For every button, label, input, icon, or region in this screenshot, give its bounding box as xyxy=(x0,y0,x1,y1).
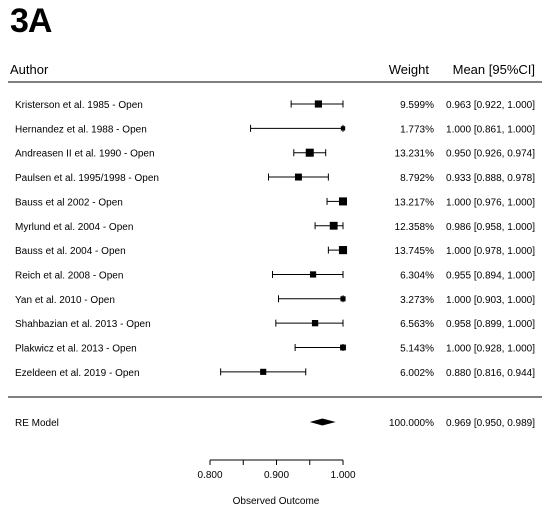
study-author: Bauss et al. 2004 - Open xyxy=(15,246,126,257)
point-estimate xyxy=(314,100,322,108)
study-weight: 8.792% xyxy=(400,173,434,184)
study-author: Kristerson et al. 1985 - Open xyxy=(15,100,143,111)
study-ci: 1.000 [0.978, 1.000] xyxy=(446,246,535,257)
x-axis: 0.800 0.900 1.000 xyxy=(197,459,356,481)
study-weight: 13.217% xyxy=(395,197,435,208)
x-axis-label: Observed Outcome xyxy=(233,496,320,507)
study-ci: 0.933 [0.888, 0.978] xyxy=(446,173,535,184)
study-ci: 0.986 [0.958, 1.000] xyxy=(446,222,535,233)
study-author: Hernandez et al. 1988 - Open xyxy=(15,124,147,135)
study-ci: 1.000 [0.861, 1.000] xyxy=(446,124,535,135)
study-author: Reich et al. 2008 - Open xyxy=(15,270,123,281)
summary-weight: 100.000% xyxy=(389,418,434,429)
study-ci: 0.958 [0.899, 1.000] xyxy=(446,319,535,330)
study-weight: 6.563% xyxy=(400,319,434,330)
x-tick-label: 0.800 xyxy=(197,470,222,481)
study-author: Plakwicz et al. 2013 - Open xyxy=(15,344,137,355)
summary-ci: 0.969 [0.950, 0.989] xyxy=(446,418,535,429)
study-weight: 6.002% xyxy=(400,368,434,379)
study-rows: Kristerson et al. 1985 - Open 9.599% 0.963… xyxy=(15,100,535,379)
study-author: Myrlund et al. 2004 - Open xyxy=(15,222,133,233)
study-ci: 1.000 [0.976, 1.000] xyxy=(446,197,535,208)
point-estimate xyxy=(338,246,348,255)
study-weight: 3.273% xyxy=(400,295,434,306)
header-author: Author xyxy=(10,62,49,77)
point-estimate xyxy=(329,221,338,230)
study-ci: 0.950 [0.926, 0.974] xyxy=(446,149,535,160)
point-estimate xyxy=(340,126,346,131)
study-author: Andreasen II et al. 1990 - Open xyxy=(15,149,155,160)
point-estimate xyxy=(260,368,267,375)
summary-author: RE Model xyxy=(15,418,59,429)
point-estimate xyxy=(340,296,346,302)
panel-label: 3A xyxy=(10,2,52,40)
study-author: Shahbazian et al. 2013 - Open xyxy=(15,319,151,330)
summary-diamond xyxy=(309,418,336,426)
point-estimate xyxy=(311,320,319,327)
study-ci: 0.963 [0.922, 1.000] xyxy=(446,100,535,111)
point-estimate xyxy=(338,197,348,206)
study-author: Bauss et al 2002 - Open xyxy=(15,197,123,208)
study-ci: 0.955 [0.894, 1.000] xyxy=(446,270,535,281)
study-ci: 0.880 [0.816, 0.944] xyxy=(446,368,535,379)
point-estimate xyxy=(340,344,346,351)
study-ci: 1.000 [0.903, 1.000] xyxy=(446,295,535,306)
study-weight: 9.599% xyxy=(400,100,434,111)
header-weight: Weight xyxy=(389,62,430,77)
x-tick-label: 0.900 xyxy=(264,470,289,481)
study-weight: 6.304% xyxy=(400,270,434,281)
study-weight: 5.143% xyxy=(400,344,434,355)
header-mean: Mean [95%CI] xyxy=(453,62,535,77)
study-author: Yan et al. 2010 - Open xyxy=(15,295,115,306)
study-weight: 13.745% xyxy=(395,246,435,257)
x-tick-label: 1.000 xyxy=(330,470,355,481)
point-estimate xyxy=(294,173,302,181)
study-weight: 12.358% xyxy=(395,222,435,233)
study-author: Paulsen et al. 1995/1998 - Open xyxy=(15,173,159,184)
point-estimate xyxy=(309,271,317,278)
study-weight: 13.231% xyxy=(395,149,435,160)
summary-row: RE Model 100.000% 0.969 [0.950, 0.989] xyxy=(15,418,535,429)
study-weight: 1.773% xyxy=(400,124,434,135)
study-ci: 1.000 [0.928, 1.000] xyxy=(446,344,535,355)
point-estimate xyxy=(305,148,314,157)
study-author: Ezeldeen et al. 2019 - Open xyxy=(15,368,140,379)
